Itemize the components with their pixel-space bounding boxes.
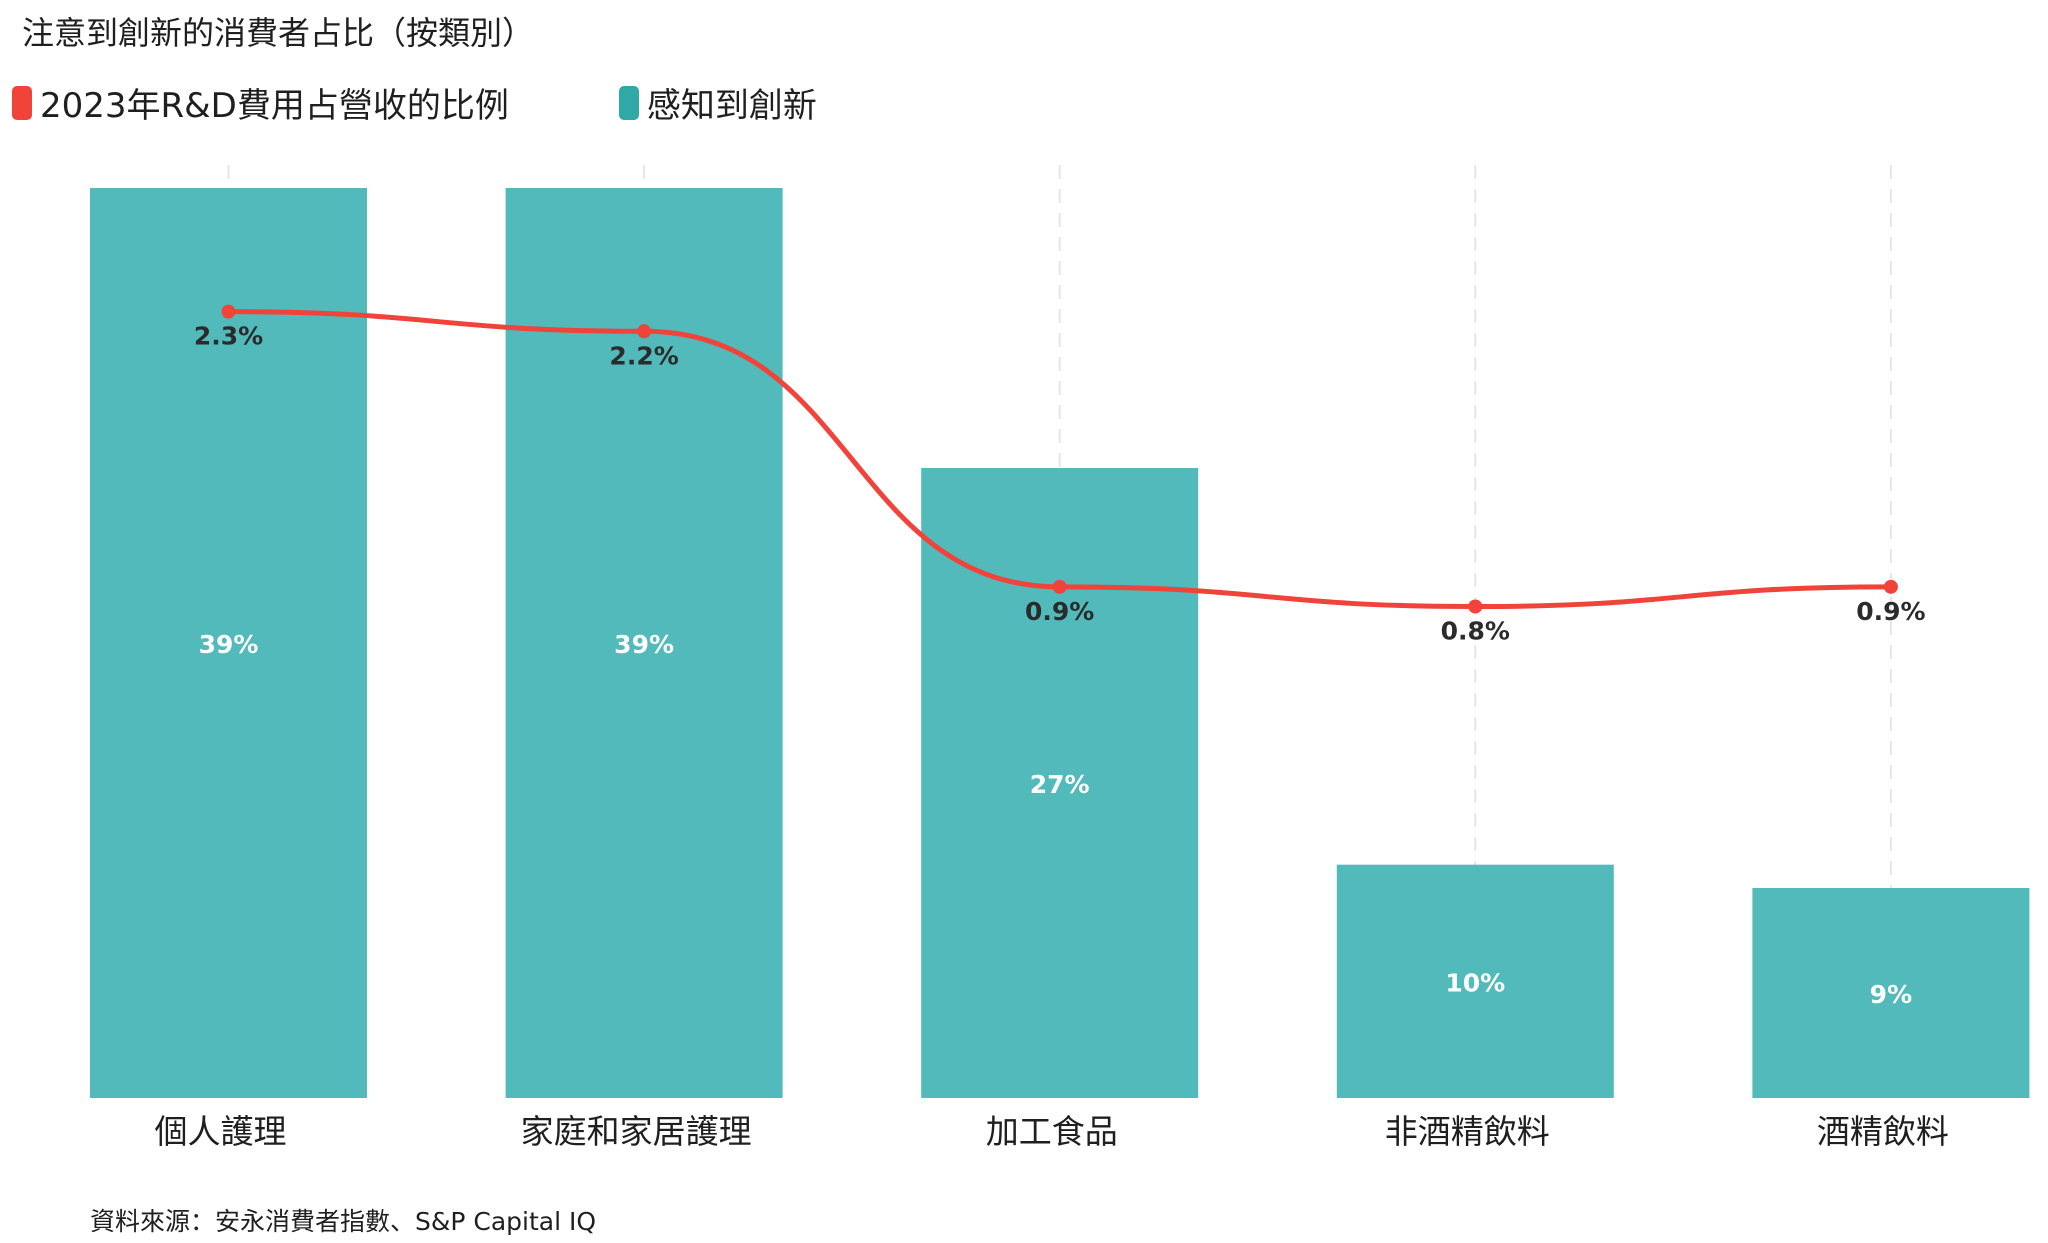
bar-4: [1336, 864, 1614, 1098]
rd-ratio-label: 0.9%: [1856, 597, 1925, 626]
rd-ratio-point-1: [221, 304, 236, 319]
chart-title: 注意到創新的消費者占比（按類別）: [22, 14, 535, 52]
bar-value-label: 39%: [199, 630, 259, 659]
legend-swatch-innovation: [618, 85, 639, 120]
x-tick-label: 個人護理: [155, 1112, 287, 1151]
legend: 2023年R&D費用占營收的比例 感知到創新: [12, 78, 817, 127]
legend-item-rd: 2023年R&D費用占營收的比例: [12, 78, 509, 127]
rd-ratio-label: 0.9%: [1025, 597, 1094, 626]
bar-5: [1752, 888, 2030, 1098]
bar-3: [921, 468, 1199, 1098]
rd-ratio-point-5: [1883, 579, 1898, 594]
legend-item-innovation: 感知到創新: [618, 78, 817, 127]
rd-ratio-point-2: [637, 324, 652, 339]
x-tick-label: 酒精飲料: [1817, 1112, 1949, 1151]
rd-ratio-label: 2.2%: [609, 341, 678, 370]
bar-value-label: 10%: [1445, 968, 1505, 997]
bar-value-label: 27%: [1030, 770, 1090, 799]
x-tick-label: 非酒精飲料: [1385, 1112, 1550, 1151]
rd-ratio-point-3: [1052, 579, 1067, 594]
rd-ratio-label: 2.3%: [194, 322, 263, 351]
rd-ratio-point-4: [1468, 599, 1483, 614]
bar-2: [505, 188, 783, 1098]
rd-ratio-line: [226, 309, 1894, 610]
x-tick-label: 家庭和家居護理: [521, 1112, 752, 1151]
legend-label-innovation: 感知到創新: [646, 86, 817, 126]
bar-value-label: 39%: [614, 630, 674, 659]
legend-label-rd: 2023年R&D費用占營收的比例: [40, 86, 509, 126]
legend-swatch-rd: [12, 85, 32, 120]
source-note: 資料來源：安永消費者指數、S&P Capital IQ: [90, 1207, 597, 1236]
bar-1: [90, 188, 367, 1098]
bar-value-label: 9%: [1870, 980, 1912, 1009]
x-tick-label: 加工食品: [986, 1112, 1118, 1151]
rd-ratio-label: 0.8%: [1441, 617, 1510, 646]
